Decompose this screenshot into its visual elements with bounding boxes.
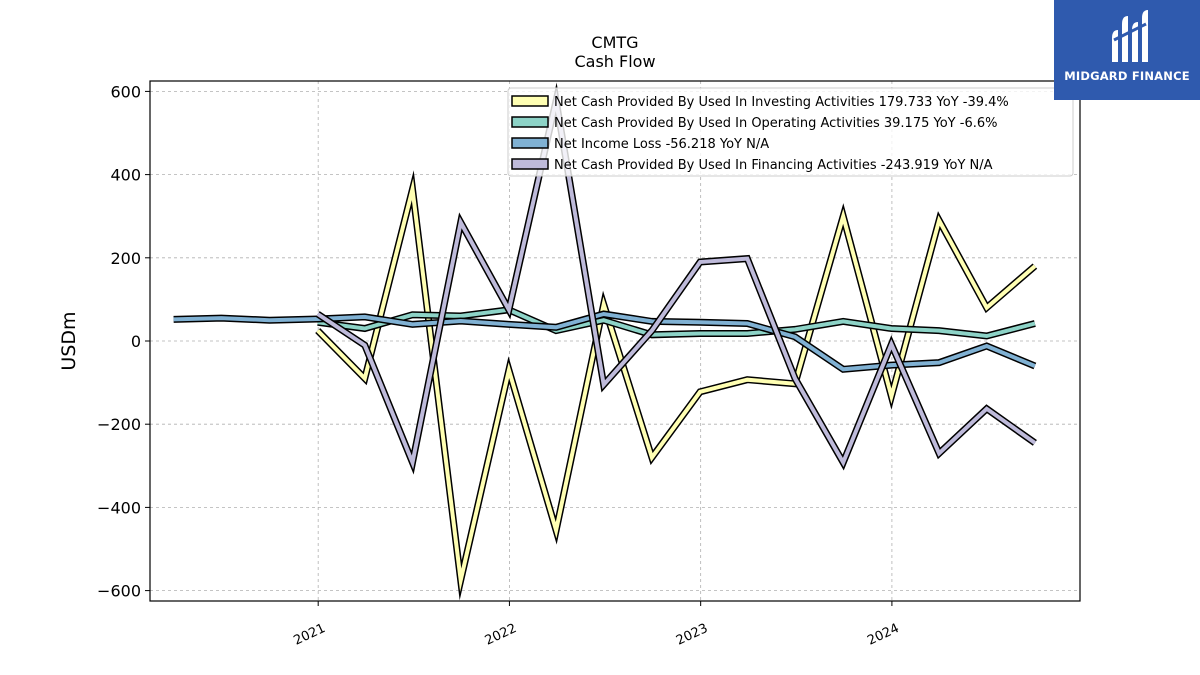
legend-swatch (511, 116, 549, 128)
x-tick-label: 2023 (674, 621, 710, 649)
y-tick-label: 400 (110, 166, 141, 185)
series-line (317, 307, 1036, 339)
y-tick-label: −600 (97, 582, 141, 601)
series-2-group (317, 306, 1036, 340)
x-tick-label: 2024 (865, 621, 901, 649)
legend-label: Net Cash Provided By Used In Investing A… (554, 95, 1009, 110)
y-axis-ticks: 600 400 200 0 −200 −400 −600 (97, 82, 150, 601)
y-tick-label: 600 (110, 82, 141, 101)
series-line (173, 311, 1036, 372)
y-axis-label: USDm (58, 311, 80, 370)
legend-label: Net Income Loss -56.218 YoY N/A (554, 137, 769, 152)
midgard-logo-icon (1112, 10, 1148, 62)
x-tick-label: 2021 (292, 621, 328, 649)
midgard-finance-logo: MIDGARD FINANCE (1054, 0, 1200, 100)
legend: Net Cash Provided By Used In Investing A… (507, 87, 1074, 177)
series-1-group (315, 170, 1038, 601)
logo-text: MIDGARD FINANCE (1064, 69, 1190, 83)
y-tick-label: −200 (97, 415, 141, 434)
y-tick-label: 200 (110, 249, 141, 268)
legend-swatch (511, 95, 549, 107)
series-4-group (315, 82, 1037, 475)
y-tick-label: 0 (131, 332, 141, 351)
x-axis-ticks: 2021 2022 2023 2024 (292, 601, 902, 649)
legend-label: Net Cash Provided By Used In Operating A… (554, 116, 997, 131)
chart-subtitle: Cash Flow (574, 52, 655, 71)
series-line (316, 178, 1037, 592)
chart-title: CMTG (591, 33, 638, 52)
legend-swatch (511, 158, 549, 170)
series-lines (173, 82, 1038, 601)
legend-label: Net Cash Provided By Used In Financing A… (554, 158, 993, 173)
y-tick-label: −400 (97, 498, 141, 517)
legend-box (507, 87, 1074, 177)
legend-swatch (511, 137, 549, 149)
x-tick-label: 2022 (483, 621, 519, 649)
series-3-group (173, 310, 1037, 373)
series-line (316, 90, 1037, 470)
plot-frame (149, 80, 1081, 602)
